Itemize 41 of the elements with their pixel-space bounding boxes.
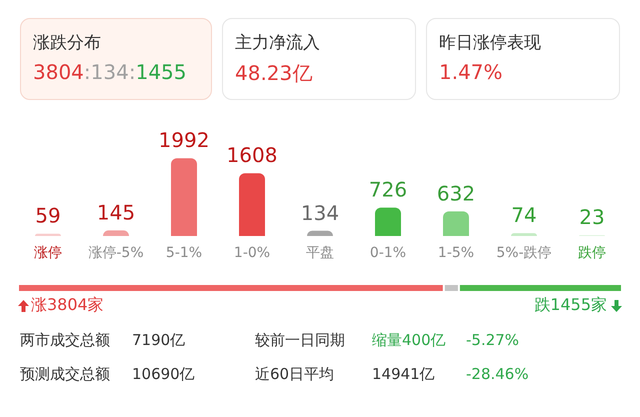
x-tick-label: 1-5% [438, 245, 474, 261]
data-label: 74 [511, 203, 537, 228]
bar [171, 158, 197, 236]
data-label: 59 [35, 204, 61, 228]
data-label: 145 [96, 200, 136, 224]
data-label: 1992 [158, 128, 210, 152]
text: 7190亿 [132, 331, 186, 350]
bar [375, 208, 401, 236]
data-label: 23 [579, 205, 605, 230]
bar [511, 233, 537, 236]
text: 较前一日同期 [255, 331, 345, 350]
text: 1.47% [439, 60, 504, 84]
text: 涨3804家 [31, 295, 104, 316]
bar [443, 211, 469, 236]
text: 14941亿 [372, 365, 435, 384]
text: 主力净流入 [235, 32, 321, 54]
x-tick-label: 1-0% [234, 245, 270, 261]
text: 昨日涨停表现 [439, 32, 542, 54]
x-tick-label: 涨停 [34, 245, 62, 261]
x-tick-label: 5%-跌停 [496, 245, 552, 261]
data-label: 632 [436, 181, 476, 206]
x-tick-label: 涨停-5% [88, 245, 144, 261]
text: 48.23亿 [235, 60, 314, 87]
text: 10690亿 [132, 365, 195, 384]
x-tick-label: 跌停 [578, 245, 606, 261]
bar [239, 173, 265, 236]
x-tick-label: 0-1% [370, 245, 406, 261]
text: 两市成交总额 [20, 331, 110, 350]
text: 预测成交总额 [20, 365, 110, 384]
text: -28.46% [466, 365, 529, 383]
text: 涨跌分布 [33, 32, 102, 54]
text: 近60日平均 [255, 365, 334, 384]
text: -5.27% [466, 331, 520, 349]
text: 3804:134:1455 [33, 60, 186, 84]
data-label: 1608 [226, 143, 278, 168]
text: 跌1455家 [534, 295, 607, 316]
x-tick-label: 5-1% [166, 245, 202, 261]
data-label: 726 [368, 178, 408, 202]
text: 缩量400亿 [372, 331, 446, 350]
x-tick-label: 平盘 [306, 245, 334, 261]
data-label: 134 [300, 200, 340, 225]
